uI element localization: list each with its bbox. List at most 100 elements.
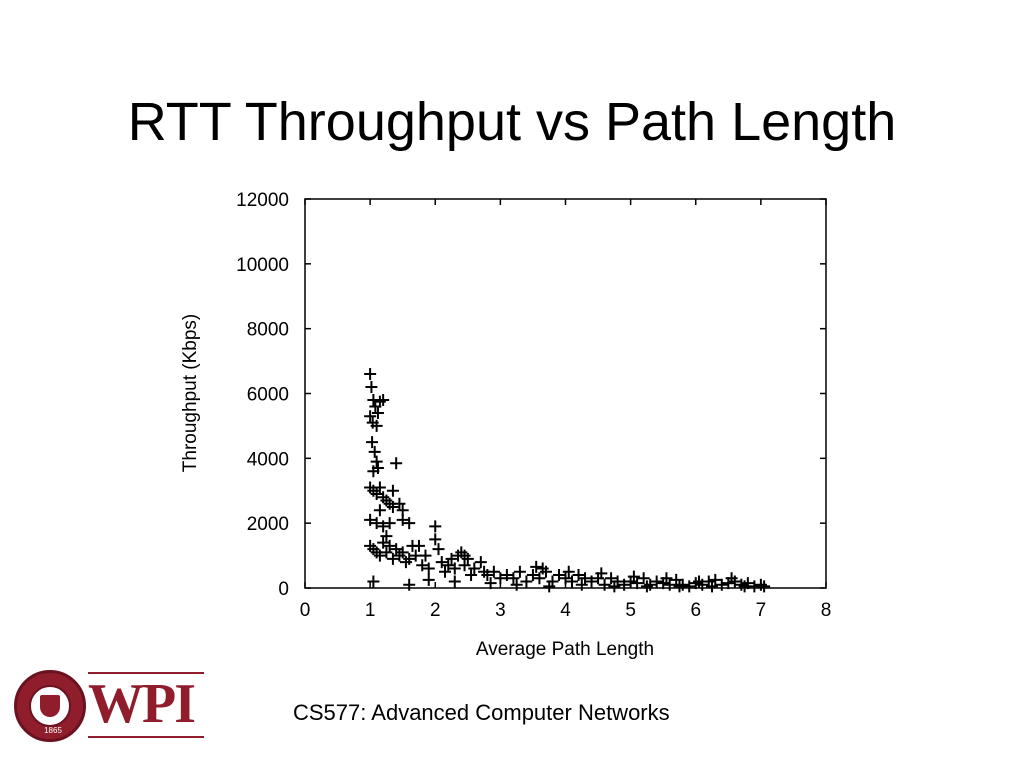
data-point (383, 517, 396, 530)
data-point (445, 552, 458, 565)
data-point (373, 481, 386, 494)
wpi-seal-icon: 1865 (14, 670, 86, 742)
data-point (605, 572, 618, 585)
data-point (366, 436, 379, 449)
y-tick-label: 0 (278, 579, 289, 600)
data-point (484, 577, 497, 590)
y-tick-label: 12000 (236, 190, 289, 211)
x-tick-label: 3 (495, 600, 506, 621)
data-point (439, 565, 452, 578)
data-point (474, 556, 487, 569)
data-point (709, 573, 722, 586)
data-point (670, 573, 683, 586)
data-point (608, 580, 621, 593)
x-tick-label: 8 (821, 600, 832, 621)
data-point (585, 575, 598, 588)
data-point (364, 368, 377, 381)
data-point (403, 552, 416, 565)
data-point (403, 517, 416, 530)
data-point (380, 546, 393, 559)
y-tick-label: 4000 (247, 449, 289, 470)
data-point (673, 580, 686, 593)
data-point (373, 504, 386, 517)
data-point (370, 487, 383, 500)
data-point (575, 578, 588, 591)
data-point (618, 578, 631, 591)
data-point (637, 572, 650, 585)
data-point (513, 565, 526, 578)
data-point (552, 569, 565, 582)
data-point (650, 575, 663, 588)
data-point (631, 577, 644, 590)
x-tick-label: 4 (560, 600, 571, 621)
data-point (377, 520, 390, 533)
data-point (370, 455, 383, 468)
data-point (396, 513, 409, 526)
data-point (373, 549, 386, 562)
x-tick-label: 0 (300, 600, 311, 621)
data-point (386, 500, 399, 513)
wpi-logo: 1865 WPI (14, 670, 204, 744)
data-point (386, 552, 399, 565)
data-point (530, 560, 543, 573)
data-point (380, 530, 393, 543)
data-point (419, 549, 432, 562)
data-point (371, 406, 384, 419)
data-point (458, 549, 471, 562)
data-point (500, 569, 513, 582)
x-tick-label: 2 (430, 600, 441, 621)
data-point (660, 572, 673, 585)
data-point (627, 570, 640, 583)
data-point (364, 513, 377, 526)
data-point (468, 562, 481, 575)
data-point (539, 565, 552, 578)
data-point (386, 484, 399, 497)
data-point (640, 580, 653, 593)
data-point (365, 381, 378, 394)
data-point (422, 573, 435, 586)
data-point (448, 562, 461, 575)
data-point (383, 539, 396, 552)
data-point (487, 565, 500, 578)
data-point (481, 569, 494, 582)
data-point (416, 559, 429, 572)
data-point (533, 572, 546, 585)
data-point (368, 445, 381, 458)
data-point (371, 462, 384, 475)
data-point (725, 572, 738, 585)
x-tick-label: 1 (365, 600, 376, 621)
data-point (494, 572, 507, 585)
data-point (572, 569, 585, 582)
data-point (758, 580, 771, 593)
data-point (715, 578, 728, 591)
data-point (579, 572, 592, 585)
y-tick-label: 2000 (247, 514, 289, 535)
footer-course-name: CS577: Advanced Computer Networks (293, 700, 670, 725)
data-point (566, 575, 579, 588)
data-point (693, 575, 706, 588)
seal-year: 1865 (44, 726, 62, 735)
data-point (429, 533, 442, 546)
data-point (390, 457, 403, 470)
data-point (520, 575, 533, 588)
y-tick-label: 10000 (236, 255, 289, 276)
slide-title: RTT Throughput vs Path Length (127, 92, 897, 152)
data-point (510, 578, 523, 591)
data-point (370, 517, 383, 530)
data-point (595, 567, 608, 580)
data-point (377, 536, 390, 549)
y-tick-label: 8000 (247, 320, 289, 341)
data-point (393, 497, 406, 510)
data-point (396, 546, 409, 559)
wpi-wordmark: WPI (88, 673, 196, 735)
data-point (543, 580, 556, 593)
data-point (422, 562, 435, 575)
data-point (562, 565, 575, 578)
data-point (465, 569, 478, 582)
x-tick-label: 6 (690, 600, 701, 621)
data-point (706, 580, 719, 593)
data-point (390, 543, 403, 556)
data-point (738, 580, 751, 593)
